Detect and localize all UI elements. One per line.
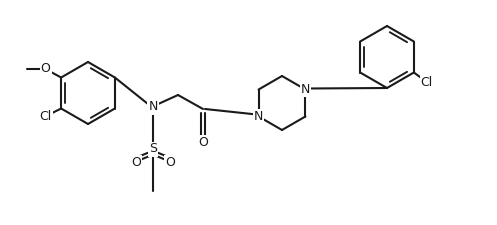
Text: O: O: [41, 63, 51, 76]
Text: S: S: [149, 142, 157, 155]
Text: O: O: [198, 135, 208, 148]
Text: N: N: [254, 110, 263, 123]
Text: Cl: Cl: [40, 110, 52, 123]
Text: O: O: [131, 155, 141, 169]
Text: Cl: Cl: [421, 76, 433, 89]
Text: N: N: [301, 83, 310, 96]
Text: O: O: [165, 155, 175, 169]
Text: N: N: [148, 101, 158, 113]
